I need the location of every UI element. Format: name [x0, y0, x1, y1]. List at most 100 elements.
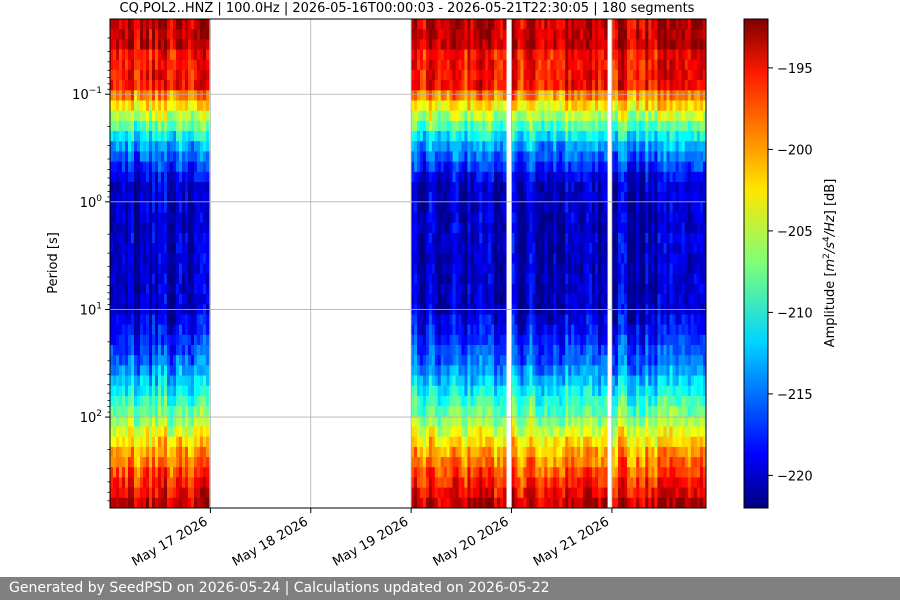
- heatmap-cell: [125, 324, 129, 336]
- heatmap-cell: [125, 263, 129, 275]
- heatmap-cell: [425, 131, 430, 142]
- heatmap-cell: [420, 314, 424, 326]
- heatmap-cell: [532, 80, 536, 91]
- heatmap-cell: [592, 69, 596, 81]
- heatmap-cell: [621, 110, 625, 122]
- heatmap-cell: [458, 90, 463, 102]
- heatmap-cell: [541, 182, 545, 193]
- heatmap-cell: [157, 273, 162, 285]
- heatmap-cell: [601, 161, 605, 173]
- heatmap-cell: [511, 314, 516, 326]
- heatmap-cell: [565, 110, 569, 122]
- heatmap-cell: [541, 19, 545, 30]
- heatmap-cell: [443, 253, 448, 265]
- heatmap-cell: [172, 182, 177, 193]
- heatmap-cell: [446, 222, 451, 234]
- heatmap-cell: [199, 436, 204, 448]
- heatmap-cell: [467, 324, 471, 336]
- heatmap-cell: [470, 395, 474, 407]
- heatmap-cell: [119, 497, 123, 508]
- heatmap-cell: [476, 39, 480, 51]
- heatmap-cell: [193, 273, 198, 285]
- heatmap-cell: [517, 345, 522, 356]
- heatmap-cell: [565, 406, 569, 417]
- heatmap-cell: [601, 355, 605, 366]
- heatmap-cell: [614, 406, 619, 417]
- heatmap-cell: [452, 222, 457, 234]
- heatmap-cell: [166, 49, 171, 61]
- heatmap-cell: [526, 182, 531, 193]
- heatmap-cell: [134, 395, 138, 407]
- heatmap-cell: [428, 365, 433, 377]
- heatmap-cell: [517, 151, 522, 163]
- heatmap-cell: [627, 110, 631, 122]
- heatmap-cell: [169, 263, 174, 275]
- heatmap-cell: [485, 80, 489, 91]
- heatmap-cell: [617, 253, 622, 265]
- heatmap-cell: [196, 243, 201, 254]
- heatmap-cell: [411, 222, 415, 234]
- heatmap-cell: [589, 457, 593, 468]
- heatmap-cell: [193, 253, 198, 265]
- heatmap-cell: [181, 426, 186, 438]
- heatmap-cell: [440, 446, 445, 458]
- heatmap-cell: [541, 29, 545, 40]
- heatmap-cell: [511, 385, 516, 397]
- heatmap-cell: [514, 324, 519, 336]
- heatmap-cell: [559, 39, 563, 51]
- heatmap-cell: [425, 365, 430, 377]
- heatmap-cell: [417, 80, 421, 91]
- heatmap-cell: [500, 69, 504, 81]
- heatmap-cell: [434, 192, 439, 203]
- heatmap-cell: [538, 294, 542, 305]
- heatmap-cell: [187, 324, 192, 336]
- heatmap-cell: [485, 324, 489, 336]
- heatmap-cell: [187, 29, 192, 40]
- heatmap-cell: [142, 365, 147, 377]
- heatmap-cell: [482, 192, 486, 203]
- heatmap-cell: [116, 477, 120, 489]
- heatmap-cell: [621, 151, 625, 163]
- heatmap-cell: [621, 161, 625, 173]
- heatmap-cell: [500, 232, 504, 244]
- heatmap-cell: [470, 253, 474, 265]
- heatmap-cell: [624, 294, 628, 305]
- heatmap-cell: [202, 294, 207, 305]
- heatmap-cell: [541, 243, 545, 254]
- heatmap-cell: [624, 263, 628, 275]
- heatmap-cell: [568, 314, 572, 326]
- heatmap-cell: [154, 29, 159, 40]
- heatmap-cell: [553, 355, 557, 366]
- heatmap-cell: [166, 457, 171, 468]
- heatmap-cell: [163, 171, 168, 183]
- heatmap-cell: [553, 345, 557, 356]
- heatmap-cell: [142, 324, 147, 336]
- heatmap-cell: [160, 283, 165, 295]
- heatmap-cell: [110, 416, 114, 428]
- heatmap-cell: [128, 426, 132, 438]
- heatmap-cell: [116, 243, 120, 254]
- heatmap-cell: [535, 457, 539, 468]
- heatmap-cell: [181, 182, 186, 193]
- heatmap-cell: [595, 59, 599, 71]
- heatmap-cell: [526, 416, 531, 428]
- heatmap-cell: [529, 243, 533, 254]
- heatmap-cell: [190, 151, 195, 163]
- heatmap-cell: [116, 29, 120, 40]
- heatmap-cell: [420, 222, 424, 234]
- heatmap-cell: [422, 324, 427, 336]
- heatmap-cell: [500, 263, 504, 275]
- heatmap-cell: [491, 273, 495, 285]
- heatmap-cell: [411, 161, 415, 173]
- heatmap-cell: [559, 19, 563, 30]
- heatmap-cell: [520, 355, 525, 366]
- heatmap-cell: [601, 283, 605, 295]
- heatmap-cell: [511, 69, 516, 81]
- heatmap-cell: [148, 273, 153, 285]
- heatmap-cell: [502, 487, 507, 499]
- heatmap-cell: [559, 59, 563, 71]
- heatmap-cell: [592, 324, 596, 336]
- heatmap-cell: [586, 212, 590, 224]
- heatmap-cell: [559, 406, 563, 417]
- heatmap-cell: [491, 436, 495, 448]
